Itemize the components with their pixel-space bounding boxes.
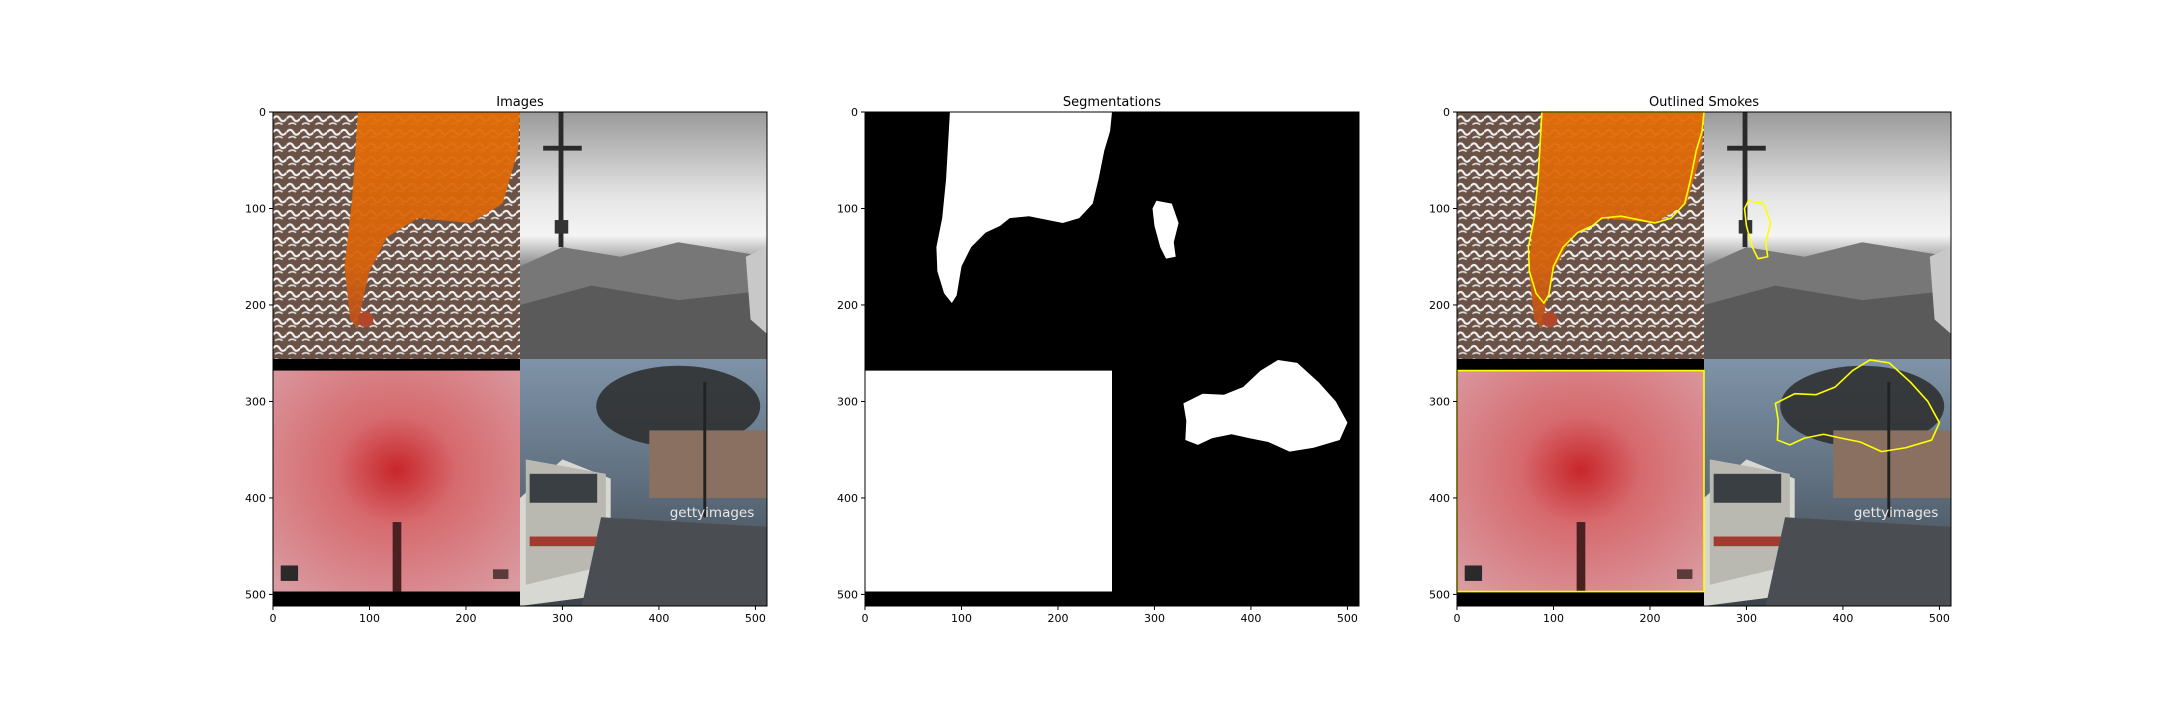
y-tick-label: 300 [245, 395, 266, 408]
x-tick-label: 500 [1929, 612, 1950, 625]
x-tick-label: 400 [1240, 612, 1261, 625]
smoke-image-mosaic: gettyimages [273, 112, 767, 606]
images-panel: Images gettyimages 0 100 200 300 400 500 0 100 200… [245, 95, 768, 625]
y-tick-label: 400 [837, 492, 858, 505]
panel-title: Outlined Smokes [1649, 95, 1759, 110]
axes-frame [1456, 111, 1952, 607]
y-tick-label: 400 [245, 492, 266, 505]
red-smoke-mask [865, 370, 1112, 592]
y-tick-label: 100 [837, 202, 858, 215]
y-tick-label: 200 [837, 299, 858, 312]
y-tick-label: 200 [1429, 299, 1450, 312]
outlined-smokes-panel: Outlined Smokes gettyimages 0 100 200 300 400 5… [1429, 95, 1952, 625]
orange-smoke-mask [936, 112, 1112, 304]
y-tick-label: 400 [1429, 492, 1450, 505]
orange-smoke-outline [1528, 112, 1704, 303]
smoke-image-mosaic: gettyimages [1457, 112, 1951, 606]
x-tick-label: 200 [455, 612, 476, 625]
x-tick-label: 300 [1736, 612, 1757, 625]
y-tick-label: 0 [851, 106, 858, 119]
x-tick-label: 200 [1047, 612, 1068, 625]
x-tick-label: 300 [552, 612, 573, 625]
y-tick-label: 200 [245, 299, 266, 312]
y-tick-label: 500 [837, 588, 858, 601]
x-tick-label: 0 [862, 612, 869, 625]
y-tick-label: 300 [1429, 395, 1450, 408]
axes-frame [864, 111, 1360, 607]
segmentations-panel: Segmentations 0 100 200 300 400 500 0 100 200 300 4… [837, 95, 1360, 625]
x-tick-label: 100 [1543, 612, 1564, 625]
bus-smoke-outline [1775, 360, 1939, 452]
x-tick-label: 100 [359, 612, 380, 625]
x-tick-label: 500 [1337, 612, 1358, 625]
x-tick-label: 400 [1832, 612, 1853, 625]
x-tick-label: 0 [1454, 612, 1461, 625]
y-tick-label: 300 [837, 395, 858, 408]
image-tiles [273, 112, 767, 606]
bus-smoke-mask [1183, 359, 1348, 452]
y-tick-label: 100 [1429, 202, 1450, 215]
hillside-smoke-mask [1152, 200, 1179, 259]
panel-title: Segmentations [1063, 95, 1161, 110]
x-tick-label: 500 [745, 612, 766, 625]
axes-frame [272, 111, 768, 607]
y-tick-label: 500 [245, 588, 266, 601]
panel-title: Images [496, 95, 544, 110]
x-tick-label: 400 [648, 612, 669, 625]
y-tick-label: 500 [1429, 588, 1450, 601]
x-tick-label: 0 [270, 612, 277, 625]
y-tick-label: 100 [245, 202, 266, 215]
x-tick-label: 200 [1639, 612, 1660, 625]
x-tick-label: 100 [951, 612, 972, 625]
y-tick-label: 0 [259, 106, 266, 119]
watermark-text: gettyimages [670, 505, 755, 521]
segmentation-mask-image [865, 112, 1359, 606]
watermark-text: gettyimages [1854, 505, 1939, 521]
hillside-smoke-outline [1745, 201, 1771, 259]
x-tick-label: 300 [1144, 612, 1165, 625]
y-tick-label: 0 [1443, 106, 1450, 119]
